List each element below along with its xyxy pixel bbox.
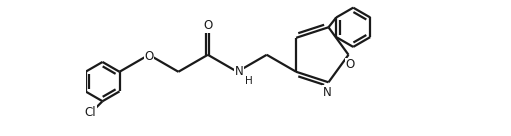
Text: O: O [144, 50, 154, 63]
Text: H: H [245, 76, 253, 86]
Text: N: N [235, 65, 243, 78]
Text: N: N [322, 86, 331, 99]
Text: Cl: Cl [85, 106, 97, 119]
Text: O: O [345, 58, 355, 71]
Text: O: O [203, 19, 213, 32]
